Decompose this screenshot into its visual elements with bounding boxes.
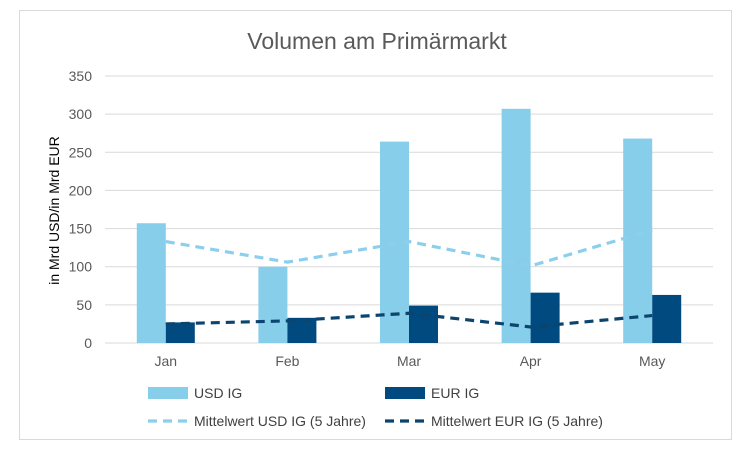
chart-title: Volumen am Primärmarkt [247, 28, 507, 54]
series-line [165, 228, 653, 268]
bar [530, 292, 560, 343]
y-tick-label: 350 [69, 68, 93, 84]
y-tick-label: 250 [69, 144, 93, 160]
y-tick-label: 150 [69, 221, 93, 237]
bar [165, 322, 195, 343]
bar [409, 305, 438, 343]
legend-label: EUR IG [431, 385, 479, 401]
bar [623, 138, 653, 343]
x-tick-label: Apr [520, 353, 542, 369]
bar [136, 223, 166, 343]
y-tick-label: 200 [69, 182, 93, 198]
bar [258, 266, 288, 343]
legend-swatch [148, 387, 188, 399]
x-tick-label: Mar [397, 353, 421, 369]
y-axis-title: in Mrd USD/in Mrd EUR [46, 136, 62, 285]
y-tick-label: 300 [69, 106, 93, 122]
y-tick-label: 50 [76, 297, 92, 313]
series-line [165, 311, 653, 329]
legend-label: Mittelwert EUR IG (5 Jahre) [431, 413, 603, 429]
y-tick-label: 100 [69, 259, 93, 275]
y-tick-label: 0 [84, 335, 92, 351]
x-tick-label: May [639, 353, 665, 369]
bar [501, 108, 531, 343]
legend-swatch [385, 387, 425, 399]
legend-label: USD IG [194, 385, 242, 401]
x-tick-label: Jan [155, 353, 178, 369]
bar [652, 294, 682, 343]
x-tick-label: Feb [275, 353, 299, 369]
legend-label: Mittelwert USD IG (5 Jahre) [194, 413, 366, 429]
